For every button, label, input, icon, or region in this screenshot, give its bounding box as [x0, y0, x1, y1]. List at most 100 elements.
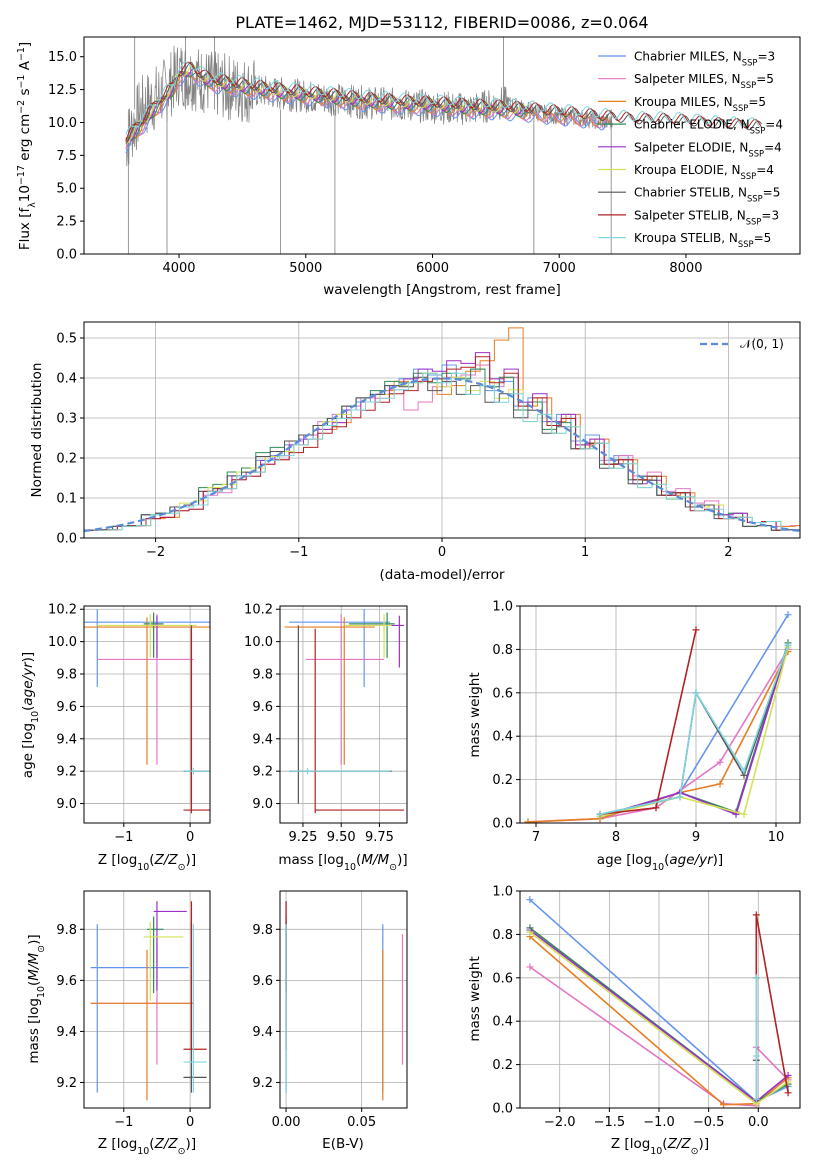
spectrum-data-line: [125, 45, 613, 167]
x-tick-label: −2.0: [544, 1115, 576, 1130]
x-tick-label: 0: [186, 830, 194, 845]
y-tick-label: 0.0: [492, 817, 513, 832]
x-axis-label: Z [log10(Z/Z⊙)]: [611, 1136, 709, 1157]
y-axis-label: Flux [fλ10−17 erg cm−2 s−1 A−1]: [16, 42, 38, 250]
y-tick-label: 0.5: [56, 332, 77, 347]
y-tick-label: 0.8: [492, 928, 513, 943]
y-tick-label: 0.3: [56, 412, 77, 427]
plot-area: [84, 327, 800, 533]
x-tick-label: 7000: [543, 261, 576, 276]
legend-entry: Kroupa MILES, NSSP=5: [634, 95, 766, 113]
legend-entry: Salpeter STELIB, NSSP=3: [634, 208, 779, 226]
y-axis-label: Normed distribution: [29, 363, 45, 498]
x-tick-label: 8: [612, 830, 620, 845]
data-point: [716, 780, 724, 788]
y-axis-label: mass weight: [467, 672, 483, 757]
legend-entry: Kroupa STELIB, NSSP=5: [634, 231, 771, 249]
axes-frame: [83, 321, 801, 539]
y-tick-label: 10.0: [48, 116, 77, 131]
spectrum-model-line: [125, 61, 762, 135]
x-tick-label: −0.5: [693, 1115, 725, 1130]
x-tick-label: 7: [532, 830, 540, 845]
y-tick-label: 0.1: [56, 492, 77, 507]
axes-frame: [279, 605, 408, 824]
y-tick-label: 1.0: [492, 885, 513, 900]
x-tick-label: 0.05: [347, 1115, 376, 1130]
y-tick-label: 9.8: [252, 923, 273, 938]
spectrum-axes: 4000 5000 6000 7000 8000 0.0 2.5 5.0 7.5 10.0 12.5…: [48, 36, 801, 276]
x-tick-label: 9.75: [365, 830, 394, 845]
data-point: [784, 611, 792, 619]
x-tick-label: 1: [581, 545, 589, 560]
x-tick-label: 0.00: [272, 1115, 301, 1130]
data-point: [676, 793, 684, 801]
y-tick-label: 15.0: [48, 50, 77, 65]
axes-frame: [279, 890, 408, 1109]
data-point: [752, 1052, 760, 1060]
data-point: [526, 928, 534, 936]
y-tick-label: 9.2: [56, 765, 77, 780]
x-tick-label: 5000: [289, 261, 322, 276]
y-tick-label: 0.0: [56, 248, 77, 263]
y-tick-label: 0.0: [56, 532, 77, 547]
y-tick-label: 9.6: [252, 974, 273, 989]
plot-area: [526, 896, 792, 1108]
y-axis-label: mass [log10(M/M⊙)]: [26, 934, 47, 1063]
data-point: [784, 641, 792, 649]
data-point: [526, 963, 534, 971]
mw-z-axes: −2.0 −1.5 −1.0 −0.5 0.0 0.0 0.2 0.4 0.6 0.8 1.0: [492, 885, 801, 1130]
data-point: [784, 1089, 792, 1097]
age-mass-axes: 9.25 9.50 9.75 9.0 9.2 9.4 9.6 9.8 10.0 10.2: [244, 603, 408, 845]
plot-area: [524, 611, 792, 823]
y-tick-label: 9.0: [252, 797, 273, 812]
x-tick-label: 2: [724, 545, 732, 560]
x-axis-label: mass [log10(M/M⊙)]: [278, 852, 407, 873]
x-axis-label: age [log10(age/yr)]: [597, 852, 723, 873]
axes-frame: [83, 605, 211, 824]
series-line: [599, 644, 789, 818]
y-tick-label: 0.0: [492, 1102, 513, 1117]
y-tick-label: 0.4: [492, 1015, 513, 1030]
mass-ebv-axes: 0.00 0.05 9.2 9.4 9.6 9.8: [252, 890, 408, 1130]
y-tick-label: 9.0: [56, 797, 77, 812]
y-tick-label: 9.8: [252, 668, 273, 683]
x-tick-label: −1: [114, 1115, 133, 1130]
spectrum-model-line: [125, 70, 534, 140]
axes-frame: [83, 36, 801, 255]
residual-axes: −2 −1 0 1 2 0.0 0.1 0.2 0.3 0.4 0.5 𝒩(0, 1): [56, 321, 801, 560]
plot-area: [90, 901, 207, 1101]
data-point: [524, 818, 532, 823]
x-tick-label: −1.0: [643, 1115, 675, 1130]
data-point: [692, 626, 700, 634]
data-point: [740, 767, 748, 775]
age-z-axes: −1 0 9.0 9.2 9.4 9.6 9.8 10.0 10.2: [48, 603, 211, 845]
histogram-step: [88, 364, 800, 531]
y-tick-label: 12.5: [48, 83, 77, 98]
y-tick-label: 0.8: [492, 643, 513, 658]
x-tick-label: 6000: [416, 261, 449, 276]
y-tick-label: 9.4: [252, 1025, 273, 1040]
x-tick-label: 9: [692, 830, 700, 845]
x-tick-label: −1: [114, 830, 133, 845]
data-point: [526, 896, 534, 904]
data-point: [740, 810, 748, 818]
y-tick-label: 5.0: [56, 182, 77, 197]
x-tick-label: 4000: [162, 261, 195, 276]
y-tick-label: 9.4: [56, 1025, 77, 1040]
y-tick-label: 9.6: [252, 700, 273, 715]
axes-frame: [519, 890, 801, 1109]
y-tick-label: 10.2: [48, 603, 77, 618]
x-axis-label: E(B-V): [322, 1136, 364, 1152]
data-point: [716, 758, 724, 766]
y-tick-label: 0.2: [56, 452, 77, 467]
y-tick-label: 0.4: [492, 730, 513, 745]
chart-title: PLATE=1462, MJD=53112, FIBERID=0086, z=0…: [235, 13, 648, 32]
plot-area: [84, 609, 210, 814]
y-tick-label: 9.2: [252, 1076, 273, 1091]
x-tick-label: 8000: [669, 261, 702, 276]
x-tick-label: −1.5: [594, 1115, 626, 1130]
y-tick-label: 10.2: [244, 603, 273, 618]
data-point: [652, 804, 660, 812]
legend-entry: Chabrier MILES, NSSP=3: [634, 50, 775, 68]
